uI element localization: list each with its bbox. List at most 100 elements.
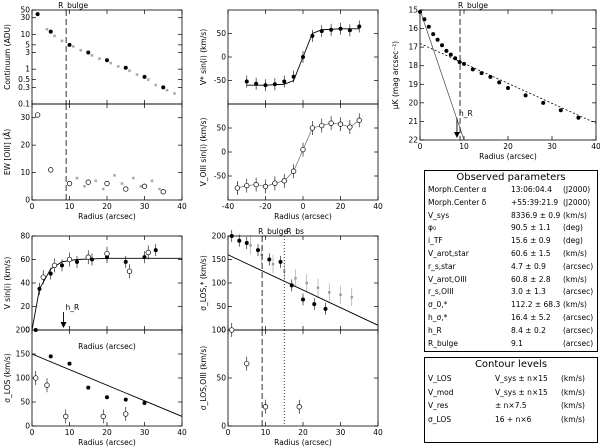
sigma-star-point: [267, 257, 272, 262]
parameter-row: V_arot,star 60.6 ± 1.5 (km/s): [425, 248, 597, 261]
ew-point-grey: [75, 176, 79, 180]
continuum-point-grey: [128, 69, 131, 73]
parameter-value: 4.7 ± 0.9: [511, 261, 546, 271]
mu-point: [422, 17, 427, 22]
x-tick-label: 40: [177, 428, 187, 437]
parameter-label: i_TF: [428, 236, 443, 246]
parameter-unit: (km/s): [563, 300, 587, 310]
continuum-point: [123, 65, 128, 70]
continuum-point-grey: [154, 83, 158, 87]
sigma-star-point: [244, 241, 249, 246]
parameter-label: σ_LOS: [428, 414, 452, 424]
mu-point: [440, 43, 444, 48]
v-gas-point: [319, 122, 325, 129]
x-tick-label: 20: [298, 428, 308, 437]
continuum-point-grey: [71, 45, 75, 48]
sigma-star-point: [301, 297, 305, 302]
ew-point: [85, 179, 91, 185]
parameter-unit: (km/s): [563, 248, 587, 258]
v-gas-point: [253, 181, 259, 188]
parameter-value: 60.6 ± 1.5: [511, 248, 551, 258]
mu-point: [470, 67, 475, 72]
parameter-label: σ_0,*: [428, 300, 448, 310]
y-tick-label: 0: [25, 196, 30, 205]
v-gas-point: [262, 183, 269, 190]
x-tick-label: 0: [30, 202, 35, 211]
h-r-arrowhead: [453, 132, 460, 138]
v-gas-point: [281, 178, 287, 184]
parameter-label: h_R: [428, 325, 442, 335]
sigma-star-point: [48, 354, 53, 359]
y-tick-label: 100: [212, 326, 227, 335]
v-circ-star-point: [153, 248, 158, 253]
parameter-value: 9.1: [511, 338, 523, 348]
parameter-unit: (km/s): [561, 401, 585, 410]
x-tick-label: 20: [503, 142, 513, 151]
parameter-label: V_res: [428, 401, 449, 410]
y-tick-label: 0.3: [18, 83, 30, 92]
sigma-gas-point: [100, 413, 106, 420]
sigma-star-point: [229, 234, 234, 238]
parameter-label: Morph.Center δ: [428, 197, 487, 207]
parameter-row: Morph.Center α 13:06:04.4 (J2000): [425, 184, 597, 197]
parameter-label: V_arot,star: [428, 248, 469, 258]
parameter-unit: (km/s): [561, 414, 585, 424]
v-star-point: [329, 27, 334, 32]
mu-point: [453, 56, 458, 61]
x-axis-label: Radius (arcsec): [274, 212, 332, 221]
v-circ-star-point: [142, 255, 147, 260]
parameter-value: 3.0 ± 1.3: [511, 287, 546, 297]
parameter-value: 13:06:04.4: [511, 185, 552, 194]
y-tick-label: -50: [214, 76, 226, 85]
parameter-label: r_s,OIII: [428, 287, 454, 297]
y-tick-label: 50: [20, 6, 30, 15]
v-star-point: [338, 26, 343, 31]
mu-point: [431, 32, 436, 37]
ew-point: [160, 189, 166, 195]
panel-ew_oiii: 0 10 20 30 40 0 10 20 30 EW [OIII] (Å) Radius (arc…: [3, 103, 187, 221]
sigma-star-grey-point: [339, 293, 342, 296]
parameter-unit: (J2000): [563, 197, 591, 207]
parameter-row: r_s,star 4.7 ± 0.9 (arcsec): [425, 261, 597, 274]
sigma-star-point: [237, 238, 242, 243]
parameter-label: V_mod: [428, 387, 454, 397]
parameter-unit: (deg): [563, 236, 583, 246]
h-r-label: h_R: [459, 109, 473, 118]
y-tick-label: 0: [25, 326, 30, 335]
v-gas-point: [234, 185, 241, 191]
y-axis-label: σ_LOS,* (km/s): [199, 255, 208, 311]
y-axis-label: V sin(i) (km/s): [3, 257, 12, 310]
y-axis-label: σ_LOS (km/s): [3, 353, 12, 402]
y-tick-label: 22: [408, 136, 418, 145]
continuum-point-grey: [45, 27, 49, 31]
v-circ-gas-point: [40, 274, 46, 280]
h-r-label: h_R: [66, 303, 80, 312]
continuum-point-grey: [60, 39, 64, 43]
y-tick-label: 40: [20, 279, 30, 288]
y-tick-label: 0: [221, 422, 226, 431]
parameter-row: R_bulge 9.1 (arcsec): [425, 338, 597, 351]
ew-point-grey: [139, 184, 143, 188]
sigma-star-point: [278, 259, 283, 264]
v-star-point: [272, 82, 277, 87]
y-tick-label: 150: [212, 255, 227, 264]
v-gas-point: [337, 121, 344, 127]
v-circ-gas-point: [104, 250, 110, 257]
ew-point-grey: [113, 174, 116, 177]
v-star-point: [263, 83, 268, 88]
panel-v_gas: -40 -20 0 20 40 -50 0 50 V_OIII sin(i) (km/s) Rad…: [199, 103, 383, 221]
y-axis-label: σ_LOS,OIII (km/s): [199, 346, 208, 410]
v-circ-gas-point: [66, 256, 73, 263]
v-gas-point: [290, 168, 297, 174]
x-tick-label: 0: [301, 202, 306, 211]
parameter-row: V_res ± n×7.5 (km/s): [425, 399, 597, 413]
ew-point: [34, 112, 41, 118]
mu-point: [497, 80, 502, 85]
mu-point: [426, 24, 431, 29]
mu-point: [576, 115, 581, 120]
parameter-row: i_TF 15.6 ± 0.9 (deg): [425, 235, 597, 248]
y-tick-label: 30: [20, 113, 30, 122]
v-circ-gas-point: [51, 262, 58, 269]
y-tick-label: 0: [221, 326, 226, 335]
